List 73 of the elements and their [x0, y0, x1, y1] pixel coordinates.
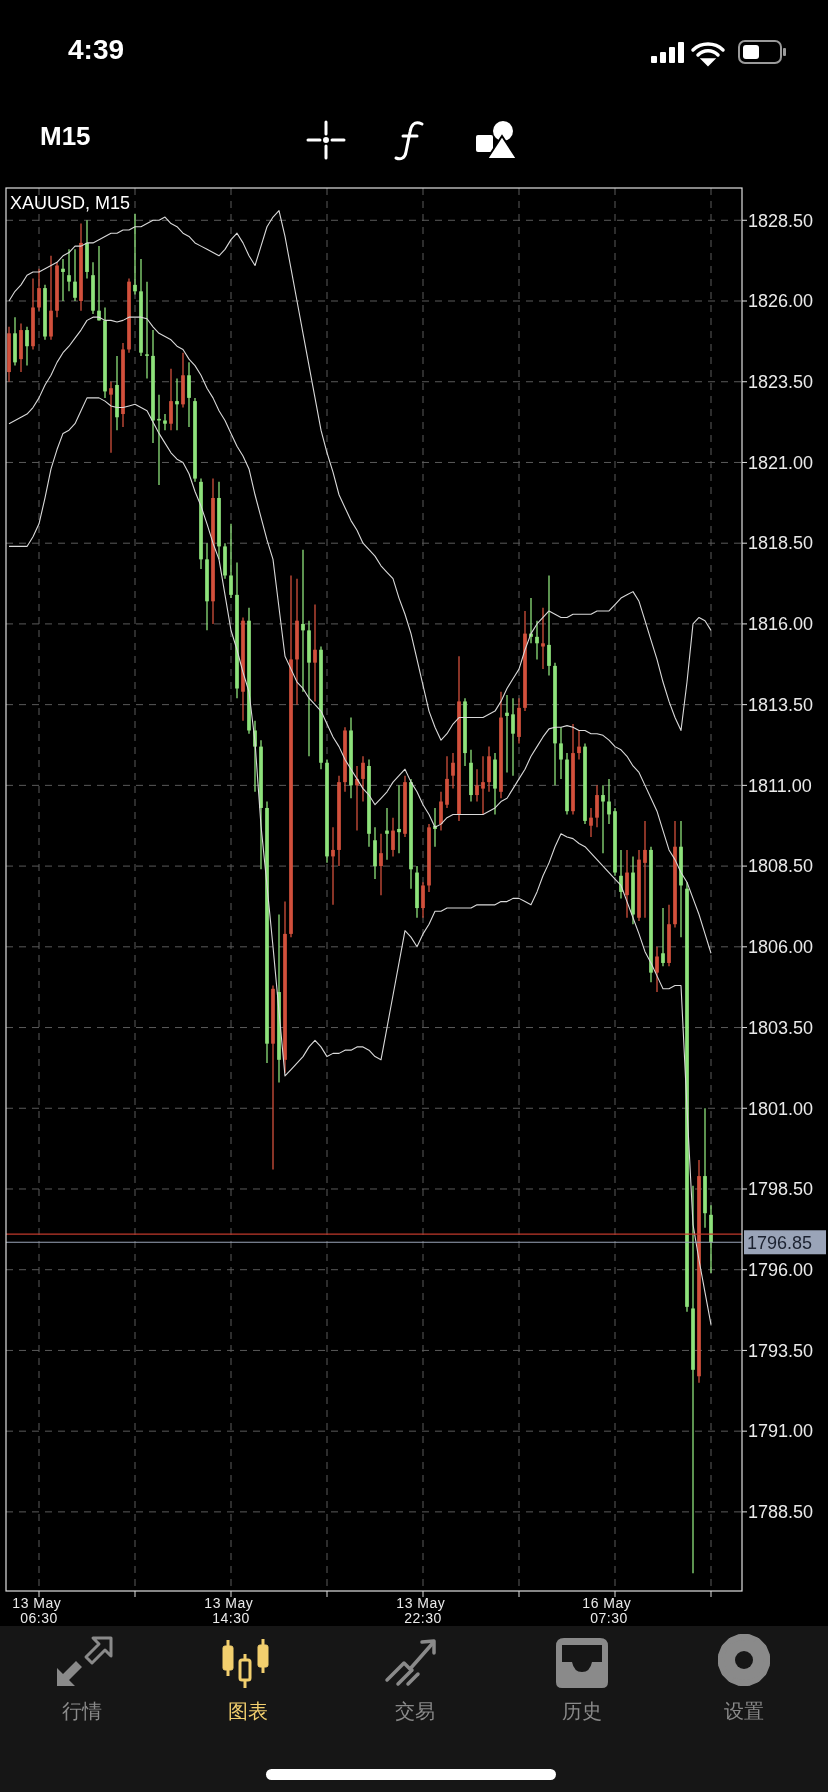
candlestick — [439, 791, 443, 832]
x-tick-label: 16 May 07:30 — [582, 1595, 636, 1626]
chart-title: XAUUSD, M15 — [10, 193, 131, 213]
candlestick — [361, 755, 365, 803]
y-tick-label: 1826.00 — [748, 291, 814, 312]
candlestick — [313, 603, 317, 703]
candlestick — [625, 849, 629, 919]
candlestick — [163, 413, 167, 431]
candlestick — [25, 326, 29, 367]
y-tick-label: 1811.00 — [748, 775, 812, 796]
candlestick — [61, 258, 65, 302]
candlestick — [475, 768, 479, 803]
y-tick-label: 1808.50 — [748, 856, 814, 877]
text: 行情 — [62, 1700, 102, 1722]
candlestick — [595, 784, 599, 828]
candlestick — [481, 755, 485, 816]
candlestick — [187, 361, 191, 428]
y-tick-label: 1816.00 — [748, 614, 814, 635]
candlestick — [229, 523, 233, 599]
text: 设置 — [724, 1700, 764, 1722]
candlestick — [73, 248, 77, 302]
candlestick — [385, 807, 389, 861]
y-tick-label: 1813.50 — [748, 694, 814, 715]
candlestick — [421, 881, 425, 919]
line-series — [8, 397, 712, 1326]
candlestick — [169, 368, 173, 431]
x-tick-label: 13 May 06:30 — [12, 1595, 66, 1626]
candlestick — [451, 752, 455, 790]
candlestick — [133, 213, 137, 296]
candlestick — [655, 946, 659, 993]
candlestick — [601, 784, 605, 854]
candlestick — [589, 807, 593, 838]
line-series — [8, 210, 712, 741]
candlestick — [109, 381, 113, 454]
candlestick — [379, 833, 383, 896]
y-tick-label: 1821.00 — [748, 452, 814, 473]
y-tick-label: 1803.50 — [748, 1017, 814, 1038]
y-tick-label: 1791.00 — [748, 1421, 814, 1442]
text: 4:39 — [68, 34, 125, 65]
candlestick — [331, 826, 335, 906]
candlestick — [541, 607, 545, 670]
text: 交易 — [395, 1700, 435, 1722]
candlestick — [643, 820, 647, 919]
ref-line-label: 1796.85 — [747, 1232, 813, 1253]
candlestick — [535, 620, 539, 661]
y-tick-label: 1793.50 — [748, 1340, 814, 1361]
candlestick — [607, 778, 611, 825]
text: 图表 — [228, 1700, 268, 1722]
candlestick — [391, 817, 395, 858]
candlestick — [505, 694, 509, 774]
y-tick-label: 1801.00 — [748, 1098, 814, 1119]
candlestick — [145, 280, 149, 380]
y-tick-label: 1823.50 — [748, 372, 814, 393]
text: 历史 — [562, 1700, 602, 1722]
y-tick-label: 1828.50 — [748, 210, 814, 231]
candlestick — [559, 726, 563, 780]
candlestick — [37, 268, 41, 312]
candlestick — [577, 729, 581, 761]
candlestick — [397, 784, 401, 854]
x-tick-label: 13 May 14:30 — [204, 1595, 258, 1626]
y-tick-label: 1796.00 — [748, 1260, 814, 1281]
candlestick — [67, 248, 71, 292]
y-tick-label: 1806.00 — [748, 937, 814, 958]
y-tick-label: 1818.50 — [748, 533, 814, 554]
y-tick-label: 1788.50 — [748, 1502, 814, 1523]
x-tick-label: 13 May 22:30 — [396, 1595, 450, 1626]
candlestick — [301, 549, 305, 693]
text: M15 — [40, 121, 91, 151]
candlestick — [547, 574, 551, 677]
candlestick — [661, 907, 665, 967]
candlestick — [175, 377, 179, 431]
candlestick — [511, 697, 515, 777]
y-tick-label: 1798.50 — [748, 1179, 814, 1200]
